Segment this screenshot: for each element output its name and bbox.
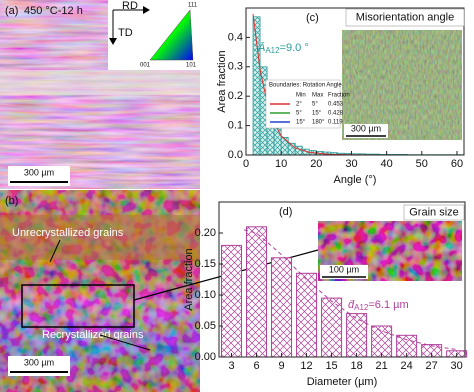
y-tick-label: 0.4 xyxy=(228,31,243,43)
x-tick-label: 18 xyxy=(350,360,362,372)
bar xyxy=(252,16,261,156)
x-tick-label: 3 xyxy=(228,360,234,372)
bar xyxy=(294,145,303,156)
y-tick-label: 0.0 xyxy=(228,149,243,161)
annotation: d̄A12=6.1 µm xyxy=(348,299,409,312)
pole: 001 xyxy=(140,63,151,69)
legend-cell: 0.453 xyxy=(328,102,344,108)
unrex-band xyxy=(0,215,200,260)
rd: RD xyxy=(122,0,138,12)
y-tick-label: 0.05 xyxy=(195,320,216,332)
bar xyxy=(221,244,243,358)
legend-cell: 15° xyxy=(296,120,306,126)
scale-label: 300 µm xyxy=(24,357,54,367)
y-tick-label: 0.1 xyxy=(228,120,243,132)
td: TD xyxy=(118,27,133,39)
legend-cell: 5° xyxy=(296,111,302,117)
scale-box xyxy=(320,265,368,279)
ipf-triangle xyxy=(149,9,194,61)
x-tick-label: 20 xyxy=(310,158,322,170)
x-tick-label: 10 xyxy=(275,158,287,170)
bar xyxy=(321,297,343,358)
pointer xyxy=(99,334,151,351)
legend-column: Fraction xyxy=(328,93,350,99)
x-tick-label: 0 xyxy=(243,158,249,170)
panel-label: (c) xyxy=(306,12,319,24)
inset-texture xyxy=(342,30,462,140)
pointer xyxy=(49,239,61,263)
y-axis-title: Area fraction xyxy=(216,50,228,112)
pole: 111 xyxy=(188,3,198,9)
y-tick-label: 0.20 xyxy=(195,227,216,239)
td-head xyxy=(109,38,117,45)
inset-title-box xyxy=(345,8,465,27)
panel-label: (d) xyxy=(279,206,292,218)
y-tick-label: 0.2 xyxy=(228,90,243,102)
legend-cell: 15° xyxy=(312,111,322,117)
bar xyxy=(371,325,393,358)
ipf-band xyxy=(0,70,200,95)
annotation-text: =9.0 ° xyxy=(280,42,309,54)
rex-label: Recrystallized grains xyxy=(42,329,144,341)
zoom-box xyxy=(21,284,135,328)
bar xyxy=(246,226,268,358)
rd-head xyxy=(143,6,150,14)
x-tick-label: 12 xyxy=(300,360,312,372)
bar xyxy=(280,136,289,156)
x-tick-label: 30 xyxy=(345,158,357,170)
scale-box xyxy=(344,124,388,138)
annotation-symbol: d̄ xyxy=(348,299,355,311)
annotation: ĀA12=9.0 ° xyxy=(257,42,309,55)
panel-a: (a) 450 °C-12 h RD TD 111 001 101 300 µm xyxy=(0,0,200,189)
x-tick-label: 60 xyxy=(451,158,463,170)
inset-title: Misorientation angle xyxy=(356,11,454,23)
x-tick-label: 27 xyxy=(426,360,438,372)
annotation-subscript: A12 xyxy=(354,303,369,312)
x-tick-label: 6 xyxy=(253,360,259,372)
bar xyxy=(271,257,293,358)
legend-cell: 5° xyxy=(312,102,318,108)
panel-label: (b) xyxy=(5,195,18,207)
legend-cell: 180° xyxy=(312,120,325,126)
legend-column: Max xyxy=(312,93,323,99)
x-tick-label: 50 xyxy=(416,158,428,170)
legend-cell: 0.428 xyxy=(328,111,344,117)
x-axis-title: Diameter (µm) xyxy=(307,376,378,388)
y-axis-title: Area fraction xyxy=(183,248,195,310)
legend-cell: 2° xyxy=(296,102,302,108)
legend-cell: 0.119 xyxy=(328,120,343,126)
x-tick-label: 21 xyxy=(375,360,387,372)
panel-label: (a) xyxy=(5,5,18,17)
inset-title: Grain size xyxy=(409,206,459,218)
x-tick-label: 40 xyxy=(381,158,393,170)
plot-frame xyxy=(245,7,465,156)
bar xyxy=(296,272,318,358)
x-tick-label: 9 xyxy=(278,360,284,372)
y-tick-label: 0.00 xyxy=(195,351,216,363)
x-tick-label: 15 xyxy=(325,360,337,372)
y-tick-label: 0.10 xyxy=(195,289,216,301)
condition: 450 °C-12 h xyxy=(24,5,83,17)
plot-frame xyxy=(218,201,466,358)
annotation-text: =6.1 µm xyxy=(368,299,408,311)
x-tick-label: 24 xyxy=(401,360,413,372)
scale-label: 300 µm xyxy=(351,123,381,133)
panel-b: (b) Unrecrystallized grains Recrystalliz… xyxy=(0,190,319,392)
y-tick-label: 0.3 xyxy=(228,61,243,73)
legend-title: Boundaries: Rotation Angle xyxy=(269,83,342,89)
bar xyxy=(346,313,368,358)
annotation-subscript: A12 xyxy=(265,46,280,55)
inset-title-box xyxy=(403,204,465,221)
fit-line xyxy=(243,229,457,351)
legend-column: Min xyxy=(296,93,306,99)
y-tick-label: 0.15 xyxy=(195,258,216,270)
unrex-label: Unrecrystallized grains xyxy=(12,227,124,239)
pole: 101 xyxy=(186,63,197,69)
scale-label: 300 µm xyxy=(24,167,54,177)
x-tick-label: 30 xyxy=(451,360,463,372)
x-axis-title: Angle (°) xyxy=(334,174,377,186)
annotation-symbol: Ā xyxy=(257,42,265,54)
scale-label: 100 µm xyxy=(329,264,359,274)
